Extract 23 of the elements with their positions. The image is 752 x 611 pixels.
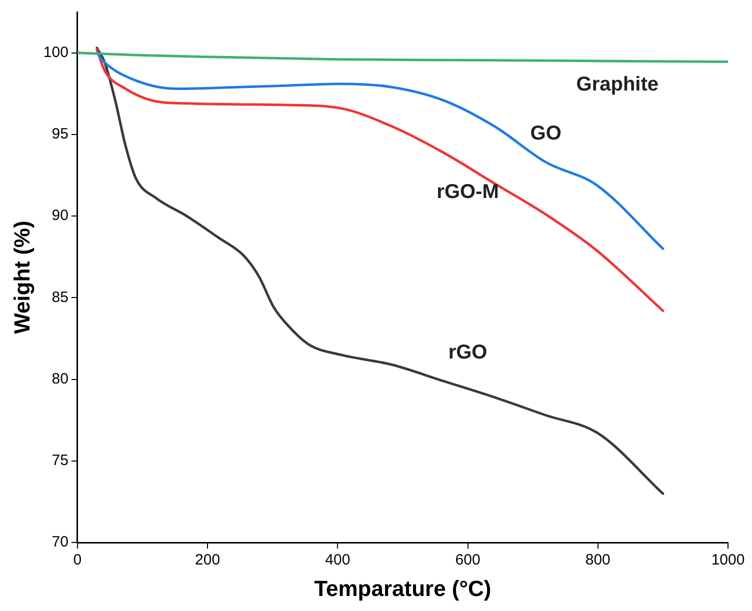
- y-tick-label: 85: [52, 288, 68, 306]
- series-label: Graphite: [576, 73, 659, 96]
- x-tick-label: 600: [455, 552, 480, 569]
- x-tick-label: 0: [73, 552, 82, 569]
- y-tick-label: 75: [52, 452, 68, 470]
- series-label: GO: [530, 122, 562, 145]
- line-series: [96, 52, 664, 250]
- series-label: rGO: [448, 341, 488, 364]
- x-tick-label: 400: [325, 552, 350, 569]
- y-axis-title: Weight (%): [9, 220, 34, 334]
- y-tick-label: 100: [43, 44, 68, 61]
- y-tick-label: 95: [52, 126, 68, 143]
- y-tick-label: 90: [52, 207, 68, 224]
- line-series: [96, 48, 664, 312]
- x-tick-label: 1000: [711, 552, 745, 569]
- x-tick-label: 200: [195, 552, 220, 569]
- y-tick-label: 70: [52, 534, 68, 551]
- y-tick-label: 80: [52, 370, 68, 388]
- x-tick-label: 800: [585, 552, 610, 569]
- line-series: [77, 52, 728, 64]
- line-series: [96, 46, 664, 495]
- series-label: rGO-M: [436, 180, 499, 203]
- x-axis-title: Temparature (°C): [314, 576, 492, 601]
